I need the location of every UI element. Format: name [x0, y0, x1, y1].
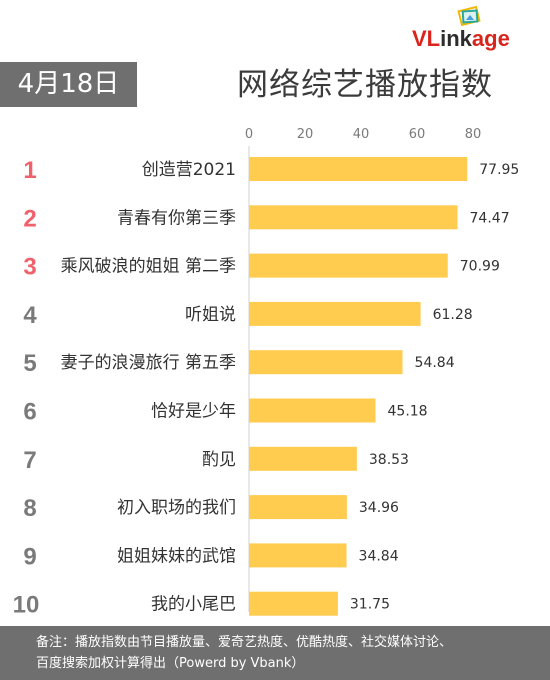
rank-label: 8: [23, 495, 36, 522]
cards-icon: [457, 6, 481, 27]
bar: [249, 301, 421, 326]
x-tick-label: 60: [409, 127, 426, 142]
rank-label: 2: [23, 205, 36, 232]
bar: [249, 253, 448, 278]
rank-label: 3: [23, 254, 36, 281]
x-tick-label: 40: [353, 127, 370, 142]
chart-title: 网络综艺播放指数: [237, 67, 493, 103]
category-label: 初入职场的我们: [117, 498, 236, 518]
value-label: 38.53: [369, 452, 409, 468]
rank-label: 5: [23, 350, 36, 377]
footer-line-2: 百度搜索加权计算得出（Powerd by Vbank）: [36, 656, 305, 671]
value-label: 61.28: [433, 307, 473, 323]
category-label: 妻子的浪漫旅行 第五季: [61, 353, 236, 373]
vlinkage-logo: VLinkage: [412, 6, 546, 54]
bar: [249, 543, 347, 568]
category-label: 恰好是少年: [151, 402, 236, 422]
rank-label: 7: [23, 447, 36, 474]
bar: [249, 205, 458, 230]
bar: [249, 398, 376, 423]
value-label: 34.84: [359, 548, 399, 564]
rank-label: 10: [13, 592, 40, 619]
x-tick-label: 0: [245, 127, 253, 142]
bar: [249, 446, 357, 471]
value-label: 31.75: [350, 597, 390, 613]
bar: [249, 591, 338, 616]
x-tick-label: 80: [465, 127, 482, 142]
rank-label: 1: [23, 157, 36, 184]
value-label: 54.84: [415, 355, 455, 371]
rank-label: 6: [23, 399, 36, 426]
category-label: 乘风破浪的姐姐 第二季: [61, 257, 236, 277]
date-badge: 4月18日: [0, 62, 137, 107]
bar: [249, 350, 403, 375]
value-label: 45.18: [388, 404, 428, 420]
rank-label: 4: [23, 302, 37, 329]
footer-note: 备注：播放指数由节目播放量、爱奇艺热度、优酷热度、社交媒体讨论、 百度搜索加权计…: [0, 626, 550, 680]
logo-wordmark: VLinkage: [412, 26, 510, 51]
value-label: 34.96: [359, 500, 399, 516]
bar: [249, 157, 468, 181]
category-label: 我的小尾巴: [151, 595, 236, 615]
value-label: 74.47: [470, 210, 510, 226]
x-tick-label: 20: [297, 127, 314, 142]
category-label: 酌见: [202, 450, 236, 470]
bar: [249, 495, 347, 520]
category-label: 听姐说: [185, 305, 236, 325]
category-label: 青春有你第三季: [117, 208, 236, 228]
bar-chart: 0 20 40 60 80 1 创造营2021 77.95 2 青春有你第三季 74.47 3 乘风破浪…: [13, 127, 520, 619]
footer-line-1: 备注：播放指数由节目播放量、爱奇艺热度、优酷热度、社交媒体讨论、: [36, 635, 453, 650]
value-label: 70.99: [460, 259, 500, 275]
category-label: 创造营2021: [142, 160, 236, 180]
rank-label: 9: [23, 543, 36, 570]
value-label: 77.95: [479, 162, 519, 178]
category-label: 姐姐妹妹的武馆: [117, 546, 236, 566]
